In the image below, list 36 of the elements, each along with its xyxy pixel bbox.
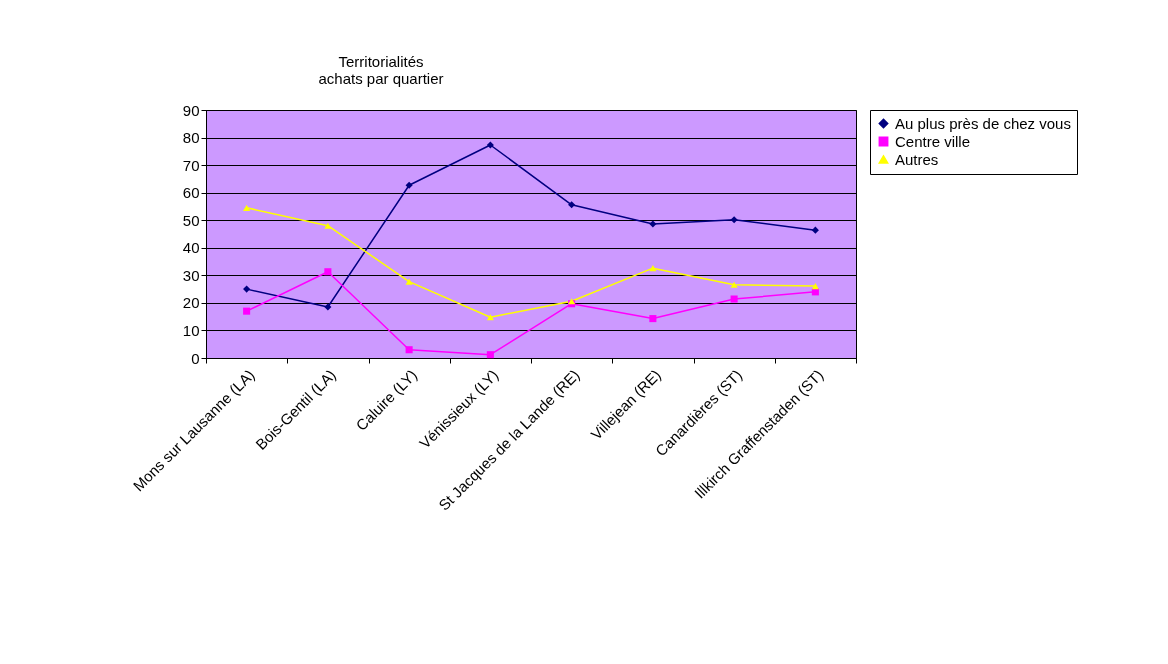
- point: [486, 351, 494, 359]
- y-tick-label: 0: [191, 349, 200, 367]
- point: [405, 181, 413, 189]
- point: [324, 303, 332, 311]
- point: [649, 265, 657, 272]
- y-tick-label: 20: [182, 294, 200, 312]
- text: Territorialités: [338, 53, 424, 70]
- point: [649, 220, 657, 228]
- legend-label: Au plus près de chez vous: [895, 114, 1071, 132]
- point: [243, 307, 251, 315]
- point: [486, 314, 494, 321]
- y-tick-label: 40: [182, 239, 200, 257]
- y-tick-label: 10: [182, 321, 200, 339]
- point: [324, 222, 332, 229]
- point: [324, 268, 332, 276]
- y-tick-label: 50: [182, 211, 200, 229]
- point: [730, 295, 738, 303]
- point: [730, 216, 738, 224]
- point: [568, 201, 576, 209]
- text: achats par quartier: [318, 70, 444, 87]
- y-tick-label: 90: [182, 101, 200, 119]
- point: [486, 141, 494, 149]
- point: [811, 226, 819, 234]
- point: [730, 281, 738, 288]
- y-tick-label: 80: [182, 129, 200, 147]
- y-tick-label: 60: [182, 184, 200, 202]
- y-tick-label: 30: [182, 266, 200, 284]
- point: [811, 283, 819, 290]
- legend-label: Centre ville: [895, 132, 971, 150]
- point: [405, 346, 413, 354]
- y-tick-label: 70: [182, 156, 200, 174]
- point: [405, 278, 413, 285]
- point: [649, 315, 657, 323]
- legend-label: Autres: [895, 150, 939, 168]
- point: [243, 204, 251, 211]
- point: [243, 285, 251, 293]
